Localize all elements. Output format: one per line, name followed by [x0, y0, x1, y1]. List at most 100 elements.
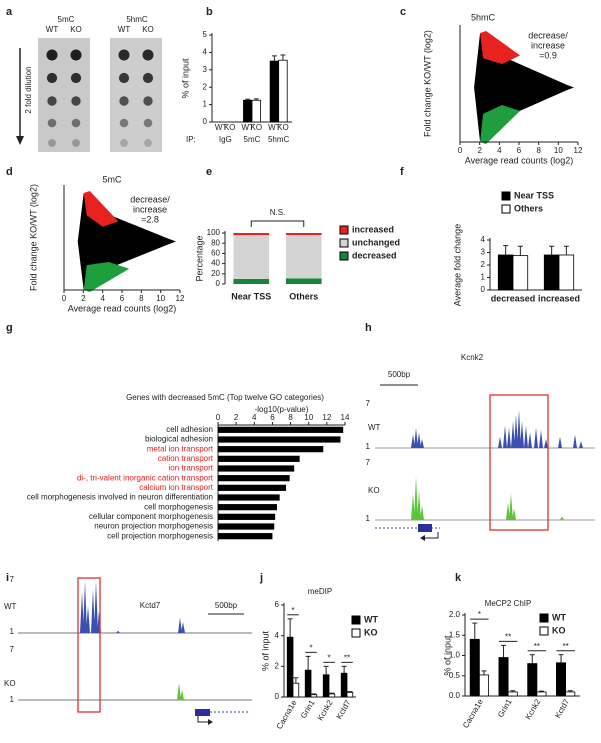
peak — [417, 432, 421, 448]
peak — [498, 436, 502, 448]
x-tick-label: 0 — [62, 294, 67, 303]
bar — [218, 504, 277, 511]
bar-segment — [233, 235, 270, 279]
ns-bracket — [250, 220, 305, 227]
blot-dot — [71, 96, 81, 106]
peak — [534, 427, 538, 448]
y-tick-label: cellular component morphogenesis — [89, 512, 213, 521]
blot-dot — [142, 49, 154, 61]
legend-swatch — [339, 251, 349, 261]
panel-letter: c — [400, 6, 406, 18]
blot-dot — [70, 72, 82, 84]
bar — [322, 674, 330, 698]
x-tick-label: 6 — [517, 146, 522, 155]
tss-arrow-head — [208, 719, 213, 725]
y-tick-label: 2 — [275, 661, 280, 670]
y-tick-label: metal ion transport — [147, 444, 214, 453]
x-tick-label: 5mC — [244, 135, 261, 144]
peak — [524, 425, 528, 448]
significance-label: * — [309, 643, 312, 652]
annotation: =2.8 — [141, 214, 159, 224]
x-tick-label: 8 — [536, 146, 541, 155]
bar — [340, 672, 348, 698]
x-tick-label: 10 — [304, 413, 313, 422]
annotation: decrease/ — [528, 30, 568, 40]
gene-name: Kctd7 — [140, 601, 161, 610]
track-name: KO — [368, 486, 380, 495]
x-prefix-label: IP: — [186, 135, 196, 144]
y-tick-label: cell morphogenesis — [144, 502, 213, 511]
panel-letter: h — [365, 322, 372, 334]
y-axis-label: Average fold change — [452, 224, 462, 306]
y-tick-label: 80 — [211, 238, 220, 247]
blot-membrane — [38, 38, 90, 152]
x-tick-label: 0 — [216, 413, 221, 422]
bar — [507, 691, 518, 697]
track-min: 1 — [366, 514, 371, 523]
annotation: decrease/ — [130, 194, 170, 204]
x-tick-label: Near TSS — [231, 291, 271, 301]
legend-label: decreased — [352, 250, 397, 260]
legend-swatch — [339, 238, 349, 248]
annotation: =0.9 — [539, 50, 557, 60]
bar — [278, 59, 288, 123]
chart-title: meDIP — [308, 587, 332, 596]
lane-label: WT — [46, 25, 59, 34]
panel-letter: k — [455, 572, 462, 584]
blot-dot — [47, 96, 57, 106]
bar-segment — [233, 233, 270, 236]
peak — [181, 622, 185, 633]
peak — [414, 476, 418, 520]
y-tick-label: cell morphogenesis involved in neuron di… — [27, 493, 213, 502]
x-tick-label: 10 — [554, 146, 563, 155]
x-tick-label: 12 — [176, 294, 185, 303]
point-cloud-decreased — [480, 105, 521, 144]
y-tick-label: ion transport — [169, 464, 214, 473]
exon — [195, 709, 210, 716]
peak — [411, 434, 415, 448]
peak — [507, 427, 511, 448]
legend-label: Near TSS — [514, 190, 554, 200]
bar — [218, 533, 273, 540]
bar — [218, 484, 287, 491]
x-tick-label: 8 — [139, 294, 144, 303]
peak — [178, 617, 182, 633]
panel-letter: d — [6, 166, 13, 178]
legend-label: Others — [514, 203, 543, 213]
peak — [417, 491, 421, 520]
annotation: increase — [133, 204, 167, 214]
legend-label: KO — [552, 625, 566, 635]
bar — [536, 691, 547, 697]
y-tick-label: cell adhesion — [166, 425, 213, 434]
x-tick-label: 12 — [574, 146, 583, 155]
group-sub-label: KO — [224, 123, 236, 132]
y-axis-label: % of input — [180, 58, 190, 99]
y-tick-label: 2 — [203, 82, 208, 91]
y-tick-label: biological adhesion — [145, 435, 213, 444]
peak — [503, 425, 507, 448]
bar — [218, 426, 344, 433]
significance-label: * — [327, 653, 330, 662]
y-tick-label: 0 — [203, 117, 208, 126]
peak — [506, 502, 510, 520]
lane-label: KO — [70, 25, 82, 34]
bar — [527, 663, 538, 697]
chart-title: 5mC — [102, 174, 122, 184]
legend-label: WT — [552, 612, 566, 622]
bar — [558, 254, 575, 291]
lane-label: KO — [142, 25, 154, 34]
x-tick-label: 8 — [288, 413, 293, 422]
y-tick-label: 1 — [481, 273, 486, 282]
x-tick-label: increased — [538, 293, 580, 303]
lane-label: WT — [118, 25, 131, 34]
group-sub-label: KO — [277, 123, 289, 132]
bar — [543, 254, 560, 291]
y-tick-label: 0.0 — [449, 691, 461, 700]
bar — [218, 494, 280, 501]
peak — [420, 505, 424, 520]
x-tick-label: 2 — [234, 413, 239, 422]
y-axis-label: Percentage — [194, 235, 204, 281]
bar-segment — [285, 233, 322, 236]
bar — [497, 254, 514, 291]
peak — [579, 441, 583, 448]
